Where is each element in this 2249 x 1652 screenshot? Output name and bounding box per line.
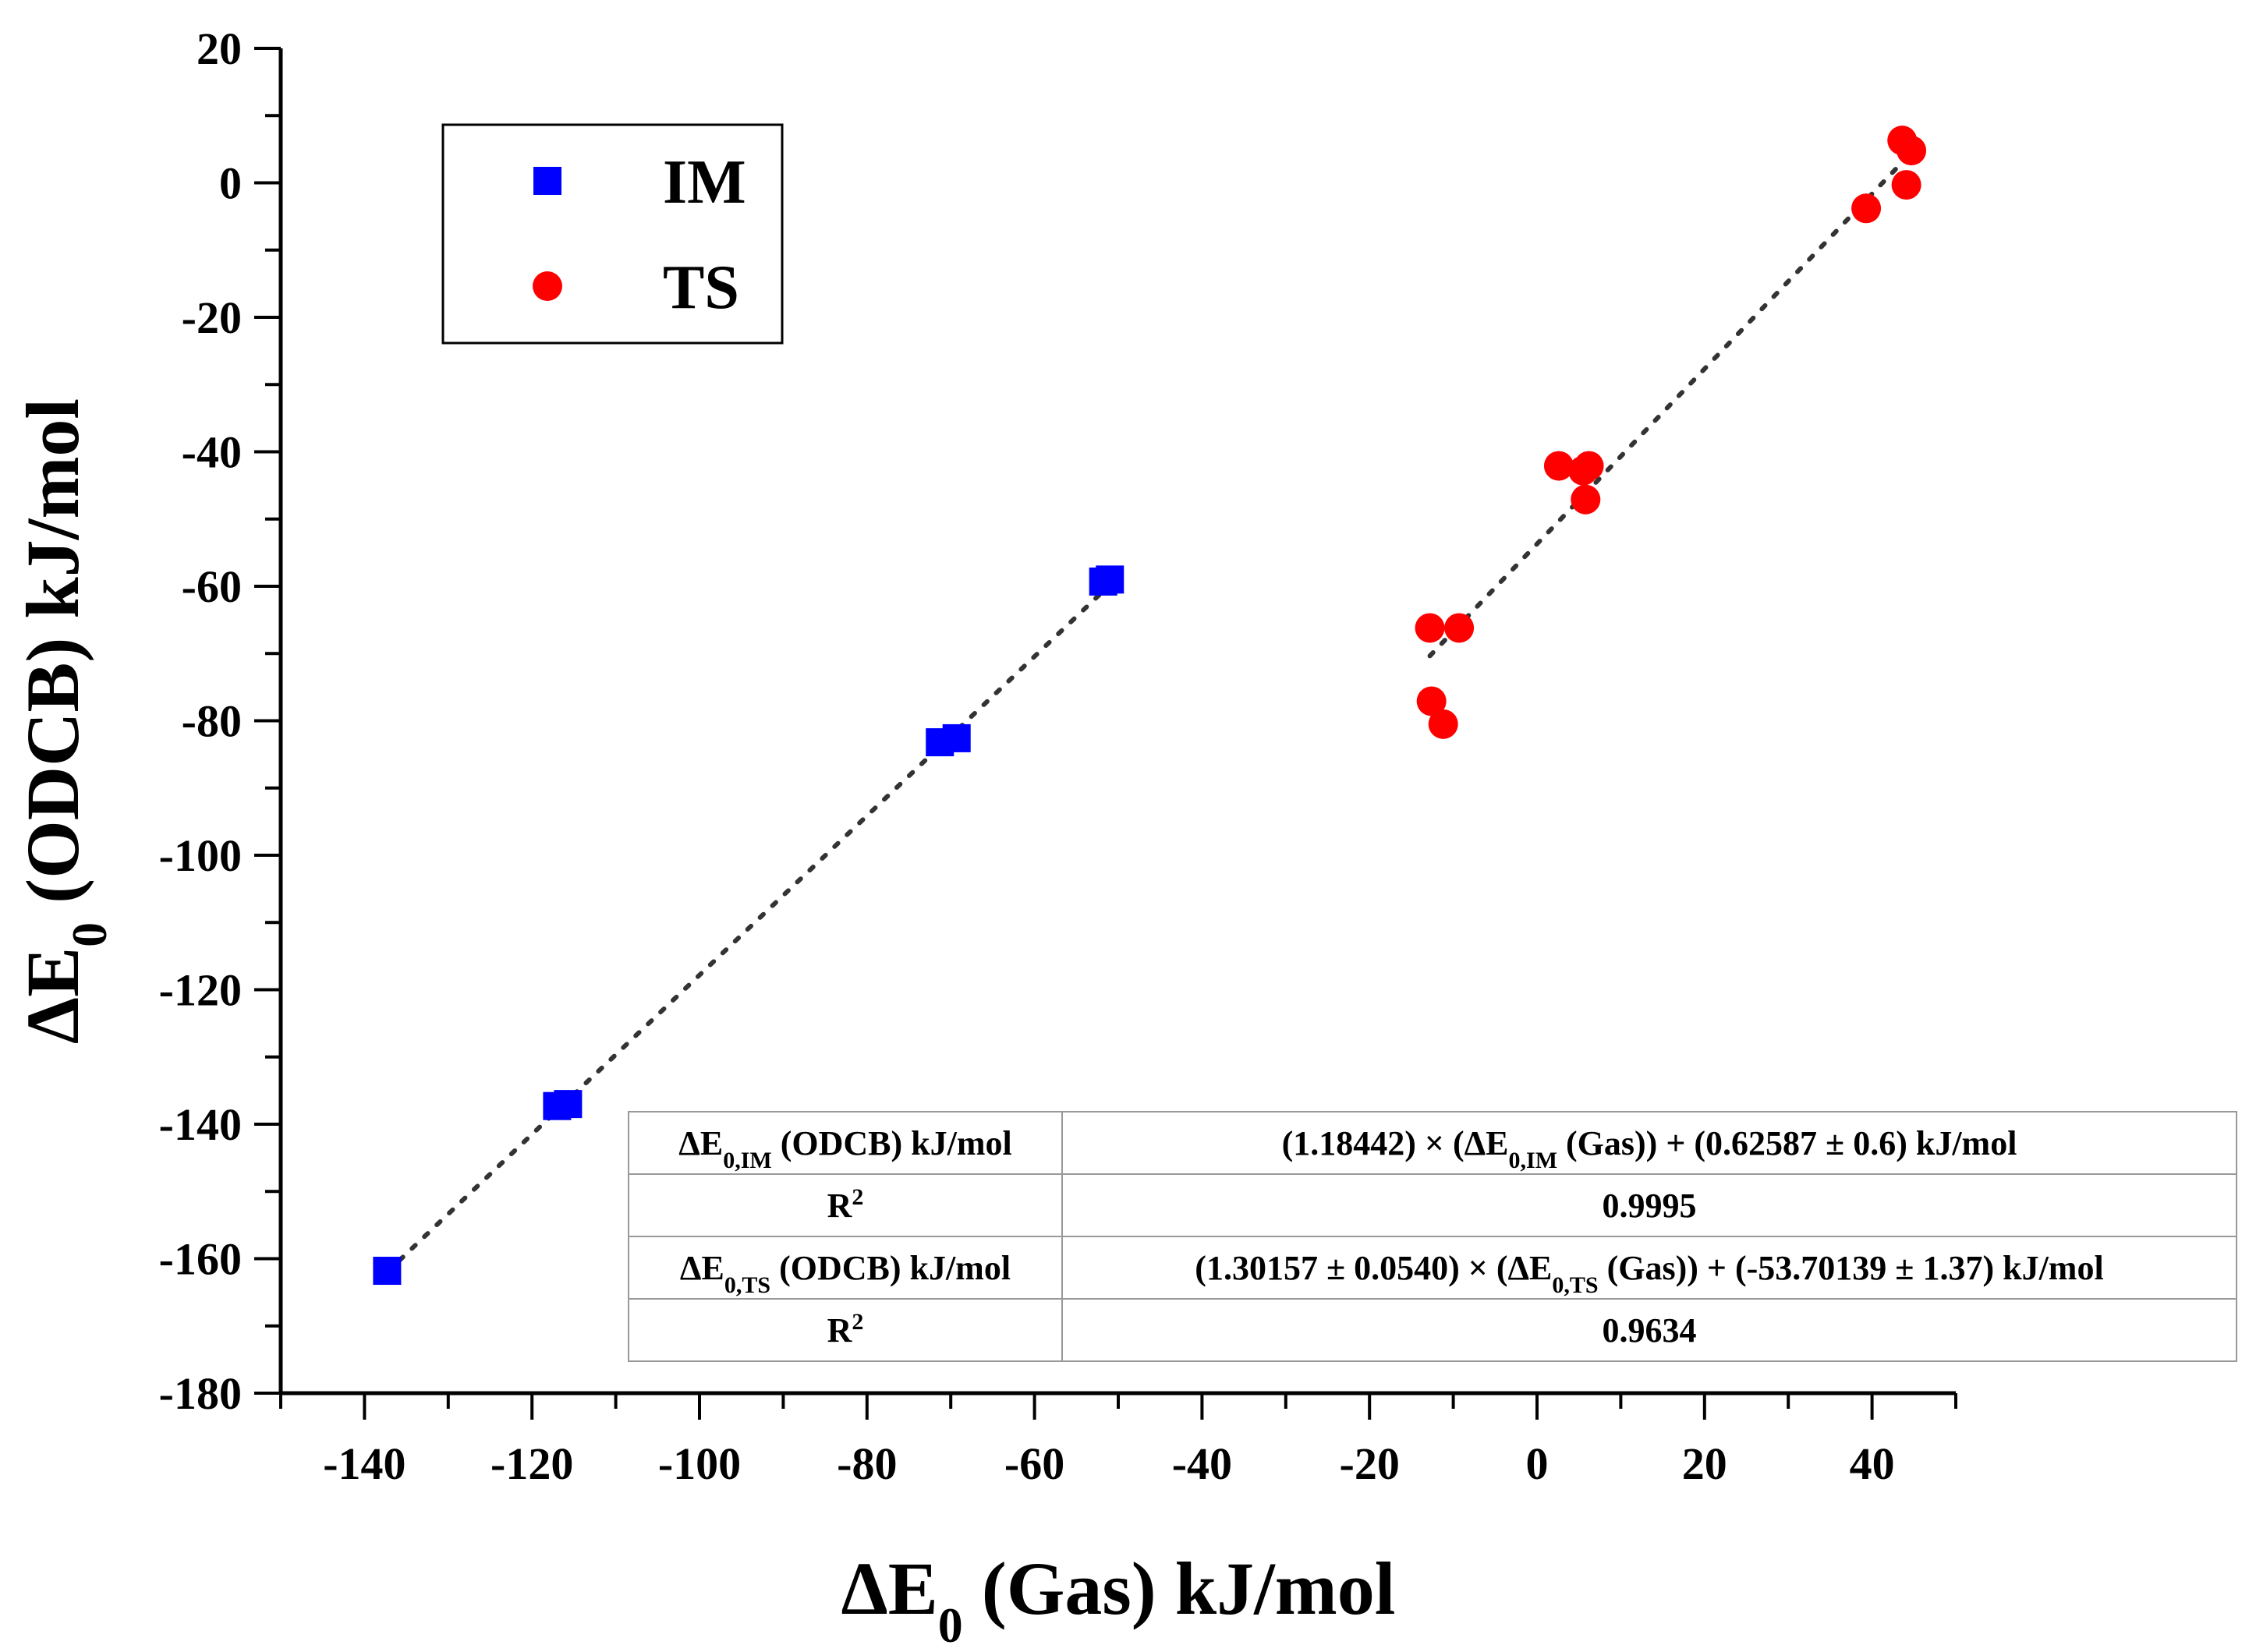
x-tick-label: -140 <box>323 1438 406 1489</box>
x-axis-title: ΔE0 (Gas) kJ/mol <box>841 1547 1396 1652</box>
table-label-cell: ΔE0,TS (ODCB) kJ/mol <box>680 1249 1011 1298</box>
y-tick-label: -60 <box>182 561 242 612</box>
legend-label-im: IM <box>663 148 746 217</box>
table-label-cell: R2 <box>827 1309 864 1350</box>
table-value-cell: (1.30157 ± 0.0540) × (ΔE0,TS (Gas)) + (-… <box>1195 1249 2103 1298</box>
regression-table: ΔE0,IM (ODCB) kJ/mol (1.18442) × (ΔE0,IM … <box>628 1111 2237 1362</box>
table-value-cell: 0.9995 <box>1603 1187 1697 1225</box>
table-value-cell: 0.9634 <box>1603 1311 1697 1350</box>
data-points <box>373 126 1927 1286</box>
data-point-im <box>1096 565 1124 594</box>
table-label-cell: ΔE0,IM (ODCB) kJ/mol <box>678 1124 1011 1173</box>
x-tick-label: -100 <box>658 1438 741 1489</box>
data-point-ts <box>1891 170 1921 200</box>
data-point-ts <box>1897 136 1927 166</box>
y-tick-label: -180 <box>159 1368 242 1419</box>
data-point-im <box>554 1090 583 1119</box>
y-tick-label: -140 <box>159 1099 242 1150</box>
data-point-ts <box>1415 613 1445 643</box>
x-tick-label: 40 <box>1850 1438 1895 1489</box>
table-label-cell: R2 <box>827 1184 864 1226</box>
legend-label-ts: TS <box>663 253 739 322</box>
fit-line-im <box>384 582 1113 1275</box>
y-tick-label: 0 <box>219 158 242 209</box>
data-point-ts <box>1571 484 1601 515</box>
fit-lines <box>384 150 1914 1275</box>
x-tick-label: 20 <box>1682 1438 1727 1489</box>
legend: IM TS <box>441 123 784 345</box>
y-tick-label: -20 <box>182 292 242 343</box>
y-tick-label: -120 <box>159 965 242 1016</box>
legend-marker-im <box>533 167 561 195</box>
axes: 20 0 -20 -40 -60 -80 -100 -120 -140 -160 -180 -140 -… <box>159 23 1957 1489</box>
y-axis-title: ΔE0 (ODCB) kJ/mol <box>11 398 117 1044</box>
legend-marker-ts <box>533 271 562 301</box>
x-tick-label: -80 <box>837 1438 897 1489</box>
y-tick-label: 20 <box>197 23 242 74</box>
x-tick-label: -40 <box>1172 1438 1232 1489</box>
legend-box <box>441 123 784 345</box>
fit-line-ts <box>1427 150 1914 659</box>
y-tick-label: -160 <box>159 1234 242 1285</box>
x-tick-label: -120 <box>491 1438 573 1489</box>
x-tick-label: 0 <box>1526 1438 1549 1489</box>
data-point-ts <box>1428 709 1458 739</box>
data-point-im <box>373 1257 402 1286</box>
axis-titles: ΔE0 (Gas) kJ/mol ΔE0 (ODCB) kJ/mol <box>11 398 1395 1652</box>
y-tick-label: -40 <box>182 427 242 478</box>
x-tick-label: -60 <box>1004 1438 1064 1489</box>
x-tick-label: -20 <box>1340 1438 1400 1489</box>
y-tick-label: -100 <box>159 830 242 881</box>
data-point-ts <box>1444 613 1475 643</box>
data-point-ts <box>1851 193 1882 224</box>
y-tick-label: -80 <box>182 696 242 747</box>
data-point-ts <box>1568 455 1599 486</box>
data-point-im <box>942 723 971 752</box>
data-point-ts <box>1416 686 1447 716</box>
table-value-cell: (1.18442) × (ΔE0,IM (Gas)) + (0.62587 ± … <box>1282 1124 2017 1173</box>
data-point-ts <box>1543 451 1574 481</box>
